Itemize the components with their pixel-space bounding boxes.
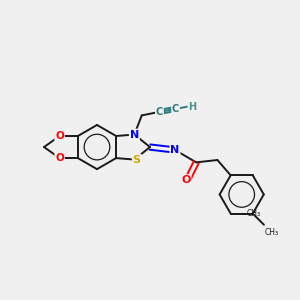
Text: CH₃: CH₃ <box>265 228 279 237</box>
Text: O: O <box>181 175 190 185</box>
Text: C: C <box>156 107 163 117</box>
Text: O: O <box>55 131 64 141</box>
Text: N: N <box>170 145 180 155</box>
Text: N: N <box>130 130 139 140</box>
Text: CH₃: CH₃ <box>247 209 261 218</box>
Text: S: S <box>133 154 141 165</box>
Text: C: C <box>172 104 179 114</box>
Text: O: O <box>55 153 64 163</box>
Text: H: H <box>188 102 196 112</box>
